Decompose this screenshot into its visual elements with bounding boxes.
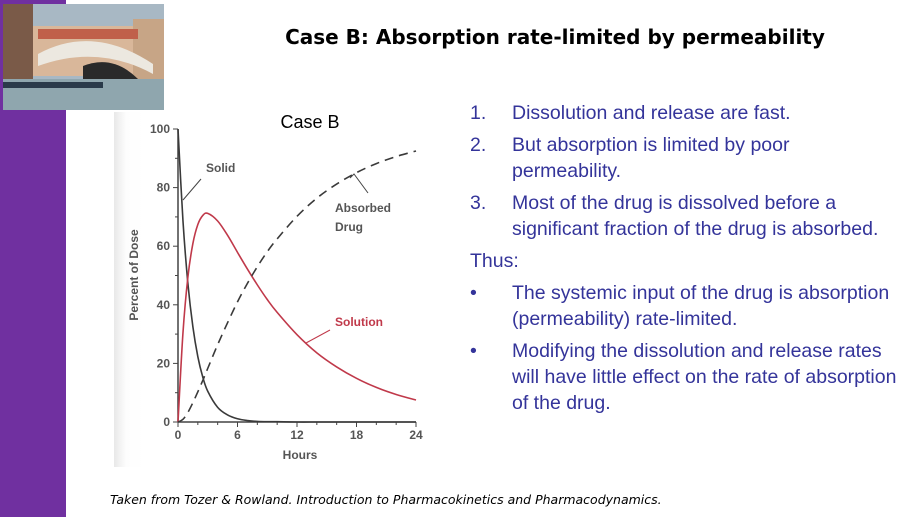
series-absorbed-drug — [177, 150, 417, 423]
y-tick-label: 100 — [150, 122, 170, 136]
numbered-point: 3. Most of the drug is dissolved before a… — [470, 190, 900, 242]
chart-background — [114, 112, 444, 467]
bullet-point: • The systemic input of the drug is absor… — [470, 280, 900, 332]
point-number: 2. — [470, 134, 487, 156]
numbered-point: 2. But absorption is limited by poor perm… — [470, 132, 900, 184]
bullet-list: 1. Dissolution and release are fast. 2. Bu… — [470, 100, 900, 422]
bullet-point: • Modifying the dissolution and release r… — [470, 338, 900, 416]
x-tick-label: 0 — [175, 428, 182, 442]
label-absorbed-1: Absorbed — [335, 201, 391, 215]
x-tick-label: 24 — [409, 428, 423, 442]
series-solid — [177, 128, 416, 423]
y-tick-label: 0 — [163, 415, 170, 429]
series-solution — [177, 212, 417, 423]
bullet-text: Modifying the dissolution and release ra… — [512, 340, 897, 414]
bullet-text: The systemic input of the drug is absorp… — [512, 282, 890, 330]
point-text: But absorption is limited by poor permea… — [512, 134, 790, 182]
axes: 0 6 12 18 24 0 20 40 60 80 100 — [150, 122, 423, 442]
y-tick-label: 40 — [157, 298, 171, 312]
numbered-point: 1. Dissolution and release are fast. — [470, 100, 900, 126]
y-axis-label: Percent of Dose — [127, 229, 141, 321]
point-number: 1. — [470, 102, 487, 124]
x-tick-label: 12 — [290, 428, 304, 442]
y-tick-label: 80 — [157, 181, 171, 195]
rialto-bridge-photo — [3, 4, 164, 110]
y-tick-label: 20 — [157, 356, 171, 370]
thus-label: Thus: — [470, 250, 519, 272]
leader-solution — [305, 329, 331, 344]
label-solid: Solid — [206, 161, 235, 175]
bullet-icon: • — [470, 340, 477, 362]
y-tick-label: 60 — [157, 239, 171, 253]
citation-footer: Taken from Tozer & Rowland. Introduction… — [110, 492, 662, 507]
leader-solid — [182, 178, 202, 201]
x-tick-label: 6 — [234, 428, 241, 442]
point-text: Most of the drug is dissolved before a s… — [512, 192, 879, 240]
point-text: Dissolution and release are fast. — [512, 102, 791, 124]
slide-title: Case B: Absorption rate-limited by perme… — [285, 25, 825, 49]
label-solution: Solution — [335, 315, 383, 329]
chart-title: Case B — [280, 112, 339, 132]
label-absorbed-2: Drug — [335, 220, 363, 234]
curves — [177, 128, 417, 423]
x-tick-label: 18 — [350, 428, 364, 442]
x-axis-label: Hours — [283, 448, 318, 462]
leader-absorbed — [349, 173, 369, 194]
point-number: 3. — [470, 192, 487, 214]
bullet-icon: • — [470, 282, 477, 304]
